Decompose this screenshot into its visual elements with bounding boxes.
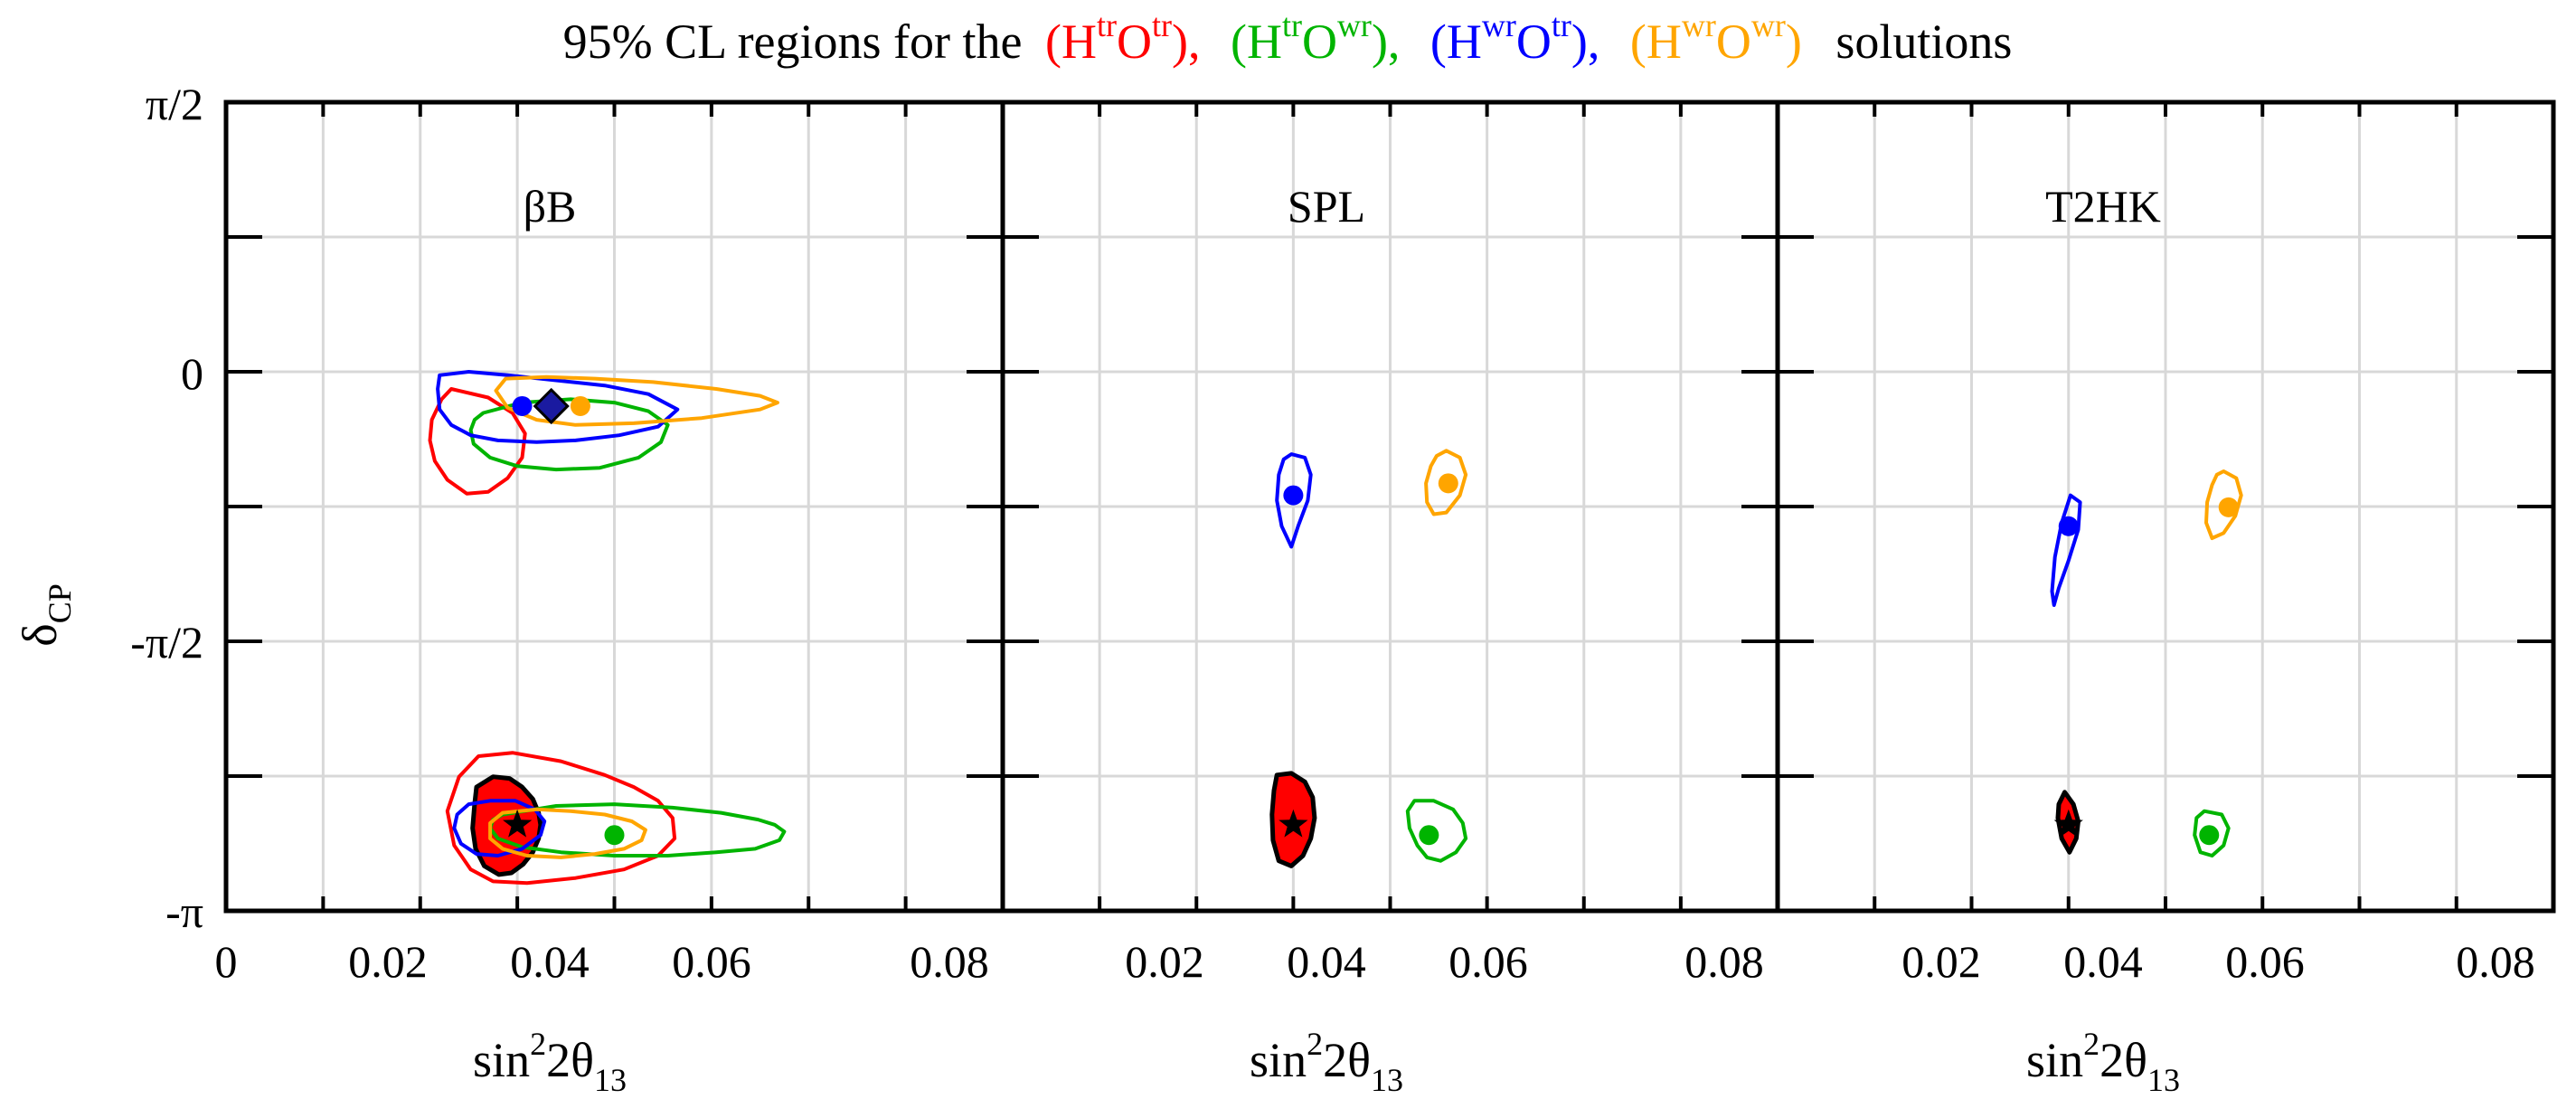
x-tick-label: 0.06 (2225, 936, 2305, 987)
y-tick-label: π/2 (146, 79, 203, 129)
panel-label: βB (524, 181, 577, 232)
x-tick-label: 0.08 (910, 936, 989, 987)
y-axis-label: δCP (13, 583, 78, 647)
x-tick-label: 0.08 (1684, 936, 1764, 987)
x-tick-label: 0.02 (1901, 936, 1981, 987)
panel-label: SPL (1288, 181, 1365, 232)
cl-region-hwrowr (488, 807, 647, 859)
best-fit-hwrowr (2218, 497, 2239, 517)
y-tick-label: -π/2 (130, 617, 203, 668)
y-tick-label: 0 (181, 348, 203, 399)
cl-region-hwrowr (1424, 449, 1468, 516)
x-tick-label: 0.02 (1125, 936, 1204, 987)
best-fit-htrowr (1419, 825, 1439, 846)
best-fit-hwrotr (2058, 516, 2079, 536)
x-tick-label: 0.06 (672, 936, 751, 987)
best-fit-hwrowr (1438, 473, 1458, 494)
best-fit-htrowr (604, 825, 625, 846)
cl-region-htrowr (468, 397, 670, 472)
x-tick-label: 0.02 (348, 936, 428, 987)
panel-label: T2HK (2045, 181, 2161, 232)
best-fit-htrowr (2199, 825, 2220, 846)
cl-region-hwrotr (1275, 452, 1313, 549)
x-tick-label: 0.08 (2456, 936, 2535, 987)
title-solution-htrotr: (HtrOtr), (1045, 7, 1200, 69)
x-tick-label: 0.04 (2063, 936, 2143, 987)
x-tick-label: 0.04 (1287, 936, 1366, 987)
title-prefix: 95% CL regions for the (563, 14, 1023, 69)
best-fit-star (503, 809, 533, 838)
chart-title: 95% CL regions for the (HtrOtr), (HtrOwr… (563, 7, 2013, 69)
x-axis-label: sin22θ13 (2026, 1026, 2180, 1098)
title-solution-htrowr: (HtrOwr), (1231, 7, 1400, 69)
cl-region-htrowr (488, 802, 787, 857)
x-axis-label: sin22θ13 (1250, 1026, 1403, 1098)
best-fit-hwrotr (1283, 485, 1304, 506)
cl-region-htrowr (1405, 799, 1468, 863)
x-ticks-panel-2: 0.02 0.04 0.06 0.08 (1901, 936, 2535, 987)
x-axis-label: sin22θ13 (473, 1026, 627, 1098)
title-solution-hwrowr: (HwrOwr) (1630, 7, 1802, 69)
best-fit-star (1279, 809, 1308, 838)
best-fit-hwrotr (512, 395, 533, 416)
x-tick-label: 0.04 (510, 936, 590, 987)
cl-region-htrotr (445, 751, 677, 886)
panel-spl: SPL (1000, 99, 1780, 914)
cl-region-hwrotr (2050, 493, 2082, 607)
cl-region-htrowr (2193, 809, 2231, 857)
x-ticks-panel-1: 0.02 0.04 0.06 0.08 (1125, 936, 1764, 987)
x-tick-label: 0.06 (1448, 936, 1528, 987)
panel-betabeam: βB (223, 99, 1005, 914)
x-tick-label: 0 (215, 936, 238, 987)
cl-region-hwrowr (2204, 469, 2243, 540)
title-suffix: solutions (1835, 14, 2012, 69)
cl-region-htrotr (428, 387, 527, 496)
cl-region-htrotr (470, 774, 543, 877)
best-fit-hwrowr (570, 395, 590, 416)
best-fit-star (2053, 809, 2083, 838)
x-ticks-panel-0: 0 0.02 0.04 0.06 0.08 (215, 936, 989, 987)
panel-t2hk: T2HK (1775, 99, 2556, 914)
y-tick-label: -π (165, 886, 203, 937)
title-solution-hwrotr: (HwrOtr), (1430, 7, 1599, 69)
best-fit-diamond (533, 387, 570, 425)
